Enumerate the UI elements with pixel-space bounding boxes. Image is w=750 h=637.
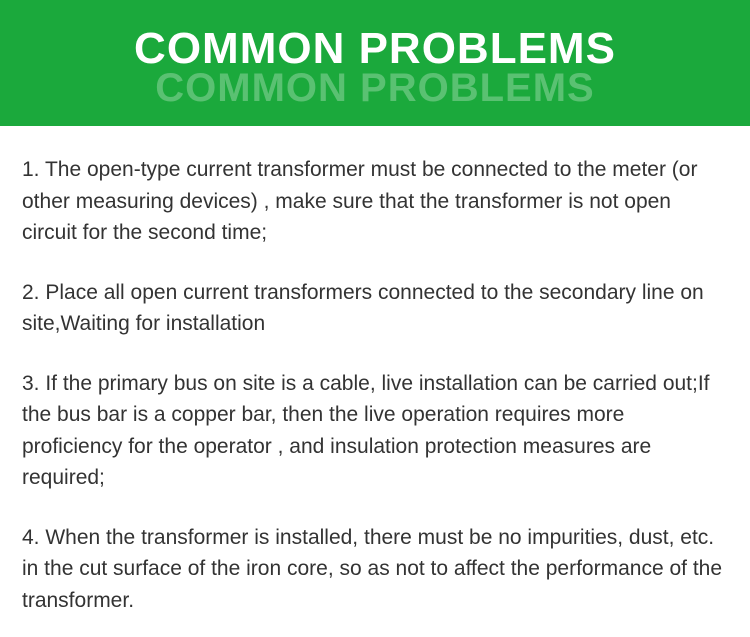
- problem-item-3: 3. If the primary bus on site is a cable…: [22, 368, 728, 494]
- problem-item-2: 2. Place all open current transformers c…: [22, 277, 728, 340]
- content-section: 1. The open-type current transformer mus…: [0, 126, 750, 636]
- problem-item-4: 4. When the transformer is installed, th…: [22, 522, 728, 617]
- problem-item-1: 1. The open-type current transformer mus…: [22, 154, 728, 249]
- header-banner: COMMON PROBLEMS COMMON PROBLEMS: [0, 0, 750, 126]
- header-title: COMMON PROBLEMS: [0, 0, 750, 74]
